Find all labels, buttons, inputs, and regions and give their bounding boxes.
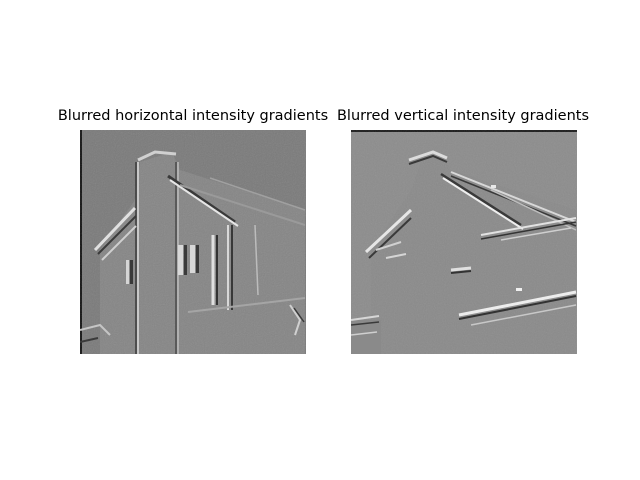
horizontal-gradient-emboss-render — [80, 130, 306, 354]
panel-title-horizontal-gradients: Blurred horizontal intensity gradients — [57, 108, 329, 124]
vertical-gradient-emboss-render — [351, 130, 577, 354]
panel-title-vertical-gradients: Blurred vertical intensity gradients — [336, 108, 590, 124]
vertical-gradient-image — [351, 130, 577, 354]
horizontal-gradient-image — [80, 130, 306, 354]
